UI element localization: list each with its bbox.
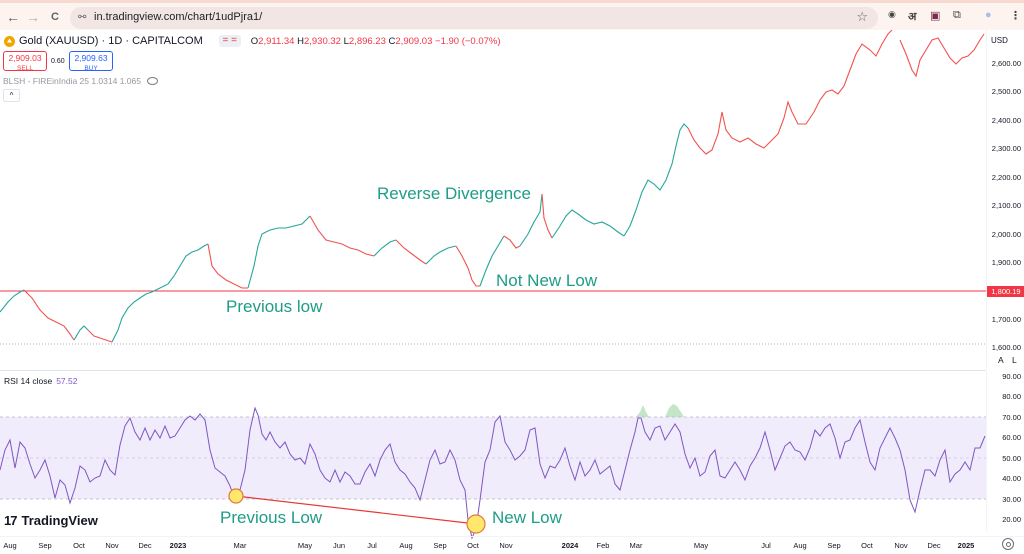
price-axis[interactable]: USD 2,600.00 2,500.00 2,400.00 2,300.00 … [986,30,1024,370]
url-text[interactable]: in.tradingview.com/chart/1udPjra1/ [94,11,263,23]
time-label: Mar [233,541,247,550]
bookmark-star-icon[interactable]: ☆ [856,9,868,24]
rsi-axis[interactable]: 90.00 80.00 70.00 60.00 50.00 40.00 30.0… [986,371,1024,531]
price-series [0,30,985,343]
ohlc-values: O2,911.34 H2,930.32 L2,896.23 C2,909.03 … [250,35,501,47]
rsi-legend[interactable]: RSI 14 close 57.52 [4,376,78,386]
time-label: Oct [861,541,873,550]
price-tag-1800[interactable]: 1,800.19 [987,286,1024,297]
time-label: Jul [761,541,771,550]
time-label: 2025 [957,541,975,550]
browser-toolbar: ← → C ⚯ in.tradingview.com/chart/1udPjra… [0,0,1024,30]
time-label: 2023 [169,541,187,550]
symbol-legend: Gold (XAUUSD) · 1D · CAPITALCOM = = O2,9… [4,34,501,48]
annotation-previous-low-price[interactable]: Previous low [226,297,323,316]
gold-symbol-icon [4,35,15,47]
time-label: Aug [793,541,807,550]
spread-value: 0.60 [51,58,65,65]
time-label: Dec [138,541,152,550]
tradingview-logo[interactable]: 17 TradingView [4,513,98,528]
time-label: Jun [332,541,346,550]
time-axis[interactable]: Aug Sep Oct Nov Dec 2023 Mar May Jun Jul Aug Sep Oct… [0,536,1024,554]
browser-menu-icon[interactable]: ⋮ [1010,10,1021,22]
new-low-marker[interactable] [466,514,486,534]
site-info-icon[interactable]: ⚯ [78,12,87,23]
extension-icon[interactable]: ◉ [888,9,896,19]
previous-low-marker[interactable] [228,488,244,504]
symbol-title[interactable]: Gold (XAUUSD) · 1D · CAPITALCOM [19,35,203,47]
time-label: Mar [629,541,643,550]
divergence-line[interactable] [235,495,477,525]
time-label: Sep [827,541,841,550]
log-scale-button[interactable]: L [1012,355,1017,365]
currency-label[interactable]: USD [991,36,1008,45]
forward-icon[interactable]: → [26,9,40,25]
annotation-previous-low-rsi[interactable]: Previous Low [220,508,323,527]
reload-icon[interactable]: C [51,11,59,23]
time-label: Aug [3,541,17,550]
rsi-line [0,406,986,540]
chart-settings-icon[interactable] [1002,538,1014,550]
series-toggle-button[interactable]: = = [218,35,241,47]
back-icon[interactable]: ← [6,9,20,25]
eye-hidden-icon[interactable] [146,77,158,85]
profile-avatar-icon[interactable]: ● [985,9,992,21]
time-label: Nov [499,541,513,550]
time-label: Nov [894,541,908,550]
time-label: Sep [38,541,52,550]
annotation-new-low-rsi[interactable]: New Low [492,508,562,527]
address-bar[interactable]: ⚯ in.tradingview.com/chart/1udPjra1/ ☆ [70,7,878,29]
collapse-legend-button[interactable]: ^ [3,89,20,102]
auto-scale-button[interactable]: A [998,355,1004,365]
chart-area[interactable]: Gold (XAUUSD) · 1D · CAPITALCOM = = O2,9… [0,30,1024,554]
buy-button[interactable]: 2,909.63 BUY [69,51,113,72]
tradingview-mark-icon: 17 [4,513,18,528]
screen-extension-icon[interactable]: ▣ [930,10,941,22]
time-label: Dec [927,541,941,550]
chart-canvas[interactable] [0,30,1024,554]
time-label: 2024 [561,541,579,550]
time-label: Aug [399,541,413,550]
extensions-puzzle-icon[interactable]: ⧉ [953,9,961,21]
time-label: Sep [433,541,447,550]
annotation-not-new-low[interactable]: Not New Low [496,271,598,290]
annotation-reverse-divergence[interactable]: Reverse Divergence [377,184,532,203]
time-label: May [297,541,313,550]
translate-icon[interactable]: अ [908,11,917,23]
time-label: May [693,541,709,550]
sell-button[interactable]: 2,909.03 SELL [3,51,47,72]
pane-divider[interactable] [0,370,986,371]
time-label: Jul [367,541,377,550]
time-label: Oct [467,541,479,550]
time-label: Feb [596,541,610,550]
indicator-legend[interactable]: BLSH - FIREinIndia 25 1.0314 1.065 [3,76,158,86]
time-label: Oct [73,541,85,550]
time-label: Nov [105,541,119,550]
